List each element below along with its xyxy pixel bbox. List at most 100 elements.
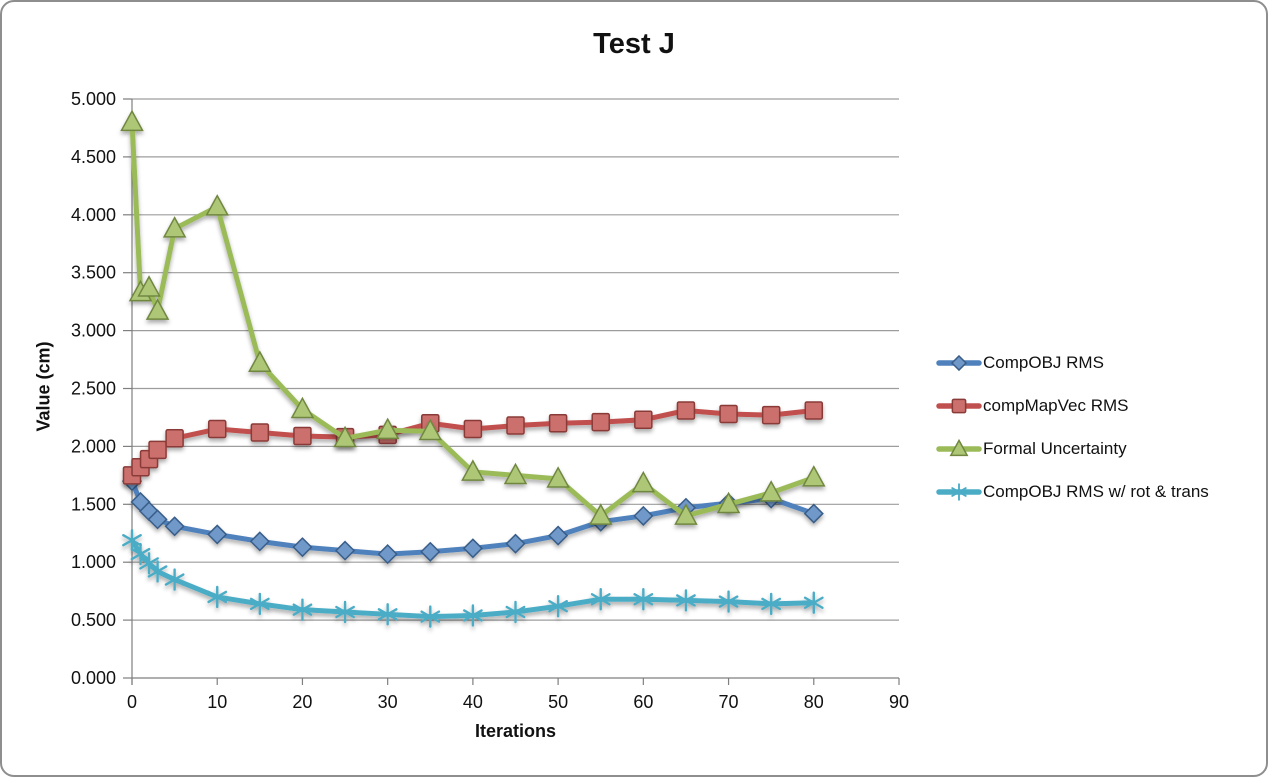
data-point-marker-asterisk [130,547,151,561]
data-point-marker-asterisk [803,596,824,609]
data-point-marker-triangle [674,503,698,525]
x-axis-title: Iterations [474,721,557,741]
data-point-marker-triangle [588,503,613,525]
y-tick-label: 3.500 [71,263,116,283]
x-tick-label: 0 [127,692,137,712]
data-point-marker-asterisk [951,486,967,497]
y-tick-label: 0.500 [71,610,116,630]
data-point-marker-triangle [461,459,485,481]
y-tick-label: 1.000 [71,552,116,572]
x-tick-label: 10 [207,692,227,712]
chart-title: Test J [593,28,675,60]
x-tick-label: 50 [548,692,568,712]
data-point-marker-asterisk [377,608,398,621]
data-point-marker-triangle [290,396,315,419]
y-tick-label: 5.000 [71,89,116,109]
data-point-marker-triangle [546,466,570,488]
x-tick-label: 40 [463,692,483,712]
data-point-marker-asterisk [139,557,159,570]
data-point-marker-triangle [949,438,969,456]
data-point-marker-asterisk [249,597,270,611]
data-point-marker-asterisk [718,595,739,608]
data-point-marker-triangle [205,194,229,216]
y-tick-label: 3.000 [71,321,116,341]
legend-item-compmapvec-rms: compMapVec RMS [936,384,1209,427]
series-compobj-rms-w-rot-trans [122,528,824,628]
legend-item-compobj-rms-w-rot-trans: CompOBJ RMS w/ rot & trans [936,470,1209,513]
data-point-marker-asterisk [548,600,569,613]
data-point-marker-diamond [950,354,968,371]
data-point-marker-square [676,401,696,420]
data-point-marker-asterisk [292,603,313,616]
data-point-marker-asterisk [164,573,185,586]
data-point-marker-square [591,412,610,432]
data-point-marker-asterisk [122,533,142,547]
data-point-marker-asterisk [590,593,611,606]
data-point-marker-diamond [462,538,483,559]
data-point-marker-asterisk [335,605,355,619]
data-point-marker-triangle [333,425,357,448]
data-point-marker-asterisk [633,593,654,606]
data-point-marker-square [951,398,967,413]
legend-item-formal-uncertainty: Formal Uncertainty [936,427,1209,470]
data-point-marker-square [761,405,781,425]
data-point-marker-diamond [249,531,270,552]
data-point-marker-square [506,416,525,435]
legend-label: compMapVec RMS [983,395,1129,415]
x-tick-label: 30 [378,692,398,712]
data-point-marker-square [148,440,167,460]
legend-label: Formal Uncertainty [983,438,1127,458]
series-line [129,119,817,519]
data-point-marker-triangle [145,298,170,320]
data-point-marker-triangle [162,216,187,238]
data-point-marker-diamond [164,516,185,537]
data-point-marker-triangle [248,350,272,372]
data-point-marker-triangle [418,418,443,441]
data-point-marker-diamond [207,524,228,545]
data-point-marker-asterisk [505,605,526,619]
data-point-marker-asterisk [420,610,441,623]
data-point-marker-triangle [137,275,161,297]
y-tick-label: 0.000 [71,668,116,688]
legend-swatch-asterisk-icon [936,482,982,501]
data-point-marker-triangle [759,480,783,502]
x-tick-label: 80 [804,692,824,712]
data-point-marker-diamond [377,544,398,565]
data-point-marker-square [719,404,738,424]
legend-swatch-square-icon [936,398,982,413]
x-tick-label: 70 [719,692,739,712]
data-point-marker-square [165,429,184,448]
y-tick-label: 4.500 [71,147,116,167]
legend-swatch-diamond-icon [936,354,982,371]
data-point-marker-triangle [716,491,741,514]
data-point-marker-square [463,419,483,439]
data-point-marker-square [804,401,824,420]
data-point-marker-triangle [375,417,400,440]
legend-label: CompOBJ RMS w/ rot & trans [983,481,1209,501]
data-point-marker-diamond [548,525,569,546]
legend-swatch-triangle-icon [936,438,982,456]
data-point-marker-diamond [803,503,824,524]
data-point-marker-square [548,413,568,433]
series-compobj-rms [121,471,824,565]
data-point-marker-triangle [503,462,528,485]
data-point-marker-asterisk [147,565,168,578]
series-formal-uncertainty [120,109,826,525]
data-point-marker-asterisk [676,594,696,607]
data-point-marker-asterisk [207,590,228,604]
data-point-marker-asterisk [761,597,782,611]
data-point-marker-triangle [120,109,144,132]
data-point-marker-square [293,426,312,446]
data-point-marker-triangle [631,470,656,493]
legend-label: CompOBJ RMS [983,352,1104,372]
data-point-marker-asterisk [462,609,483,622]
data-point-marker-diamond [633,505,654,526]
x-tick-label: 60 [633,692,653,712]
data-point-marker-triangle [802,465,826,487]
data-point-marker-diamond [147,509,168,530]
data-point-marker-square [250,423,270,442]
legend: CompOBJ RMS compMapVec RMS Formal Uncertai… [936,341,1209,513]
legend-item-compobj-rms: CompOBJ RMS [936,341,1209,384]
